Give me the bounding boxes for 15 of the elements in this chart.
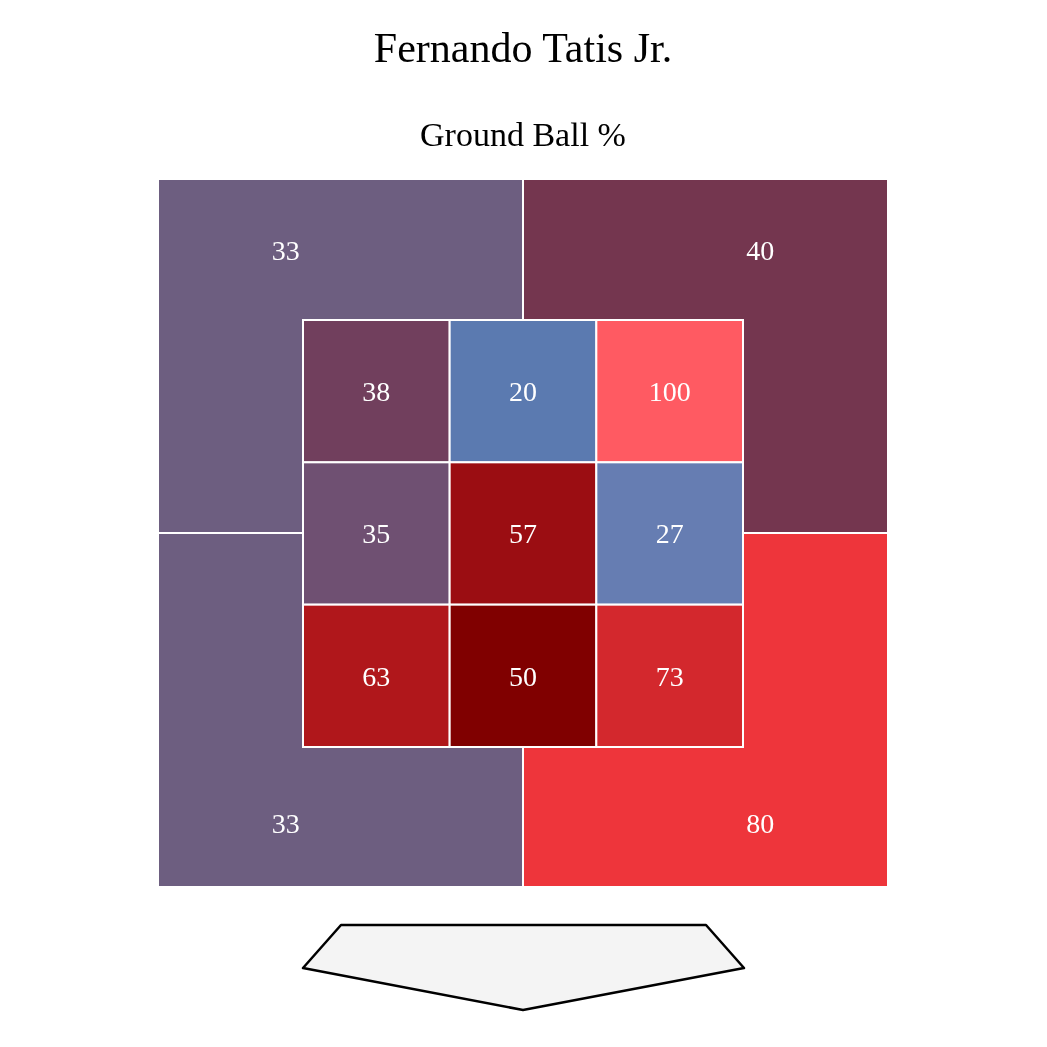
data-label: 20 [509, 375, 537, 407]
data-label: 73 [655, 660, 684, 692]
data-label: 38 [362, 375, 391, 407]
data-label: 40 [746, 234, 775, 266]
data-label: 33 [271, 808, 300, 840]
data-label: 80 [746, 808, 775, 840]
data-label: 100 [648, 375, 691, 407]
chart-subtitle: Ground Ball % [420, 115, 626, 153]
data-label: 33 [271, 234, 300, 266]
data-label: 57 [509, 518, 537, 550]
data-label: 50 [509, 660, 537, 692]
data-label: 27 [655, 518, 684, 550]
data-label: 35 [362, 518, 391, 550]
data-label: 63 [362, 660, 391, 692]
chart-title: Fernando Tatis Jr. [373, 24, 673, 71]
